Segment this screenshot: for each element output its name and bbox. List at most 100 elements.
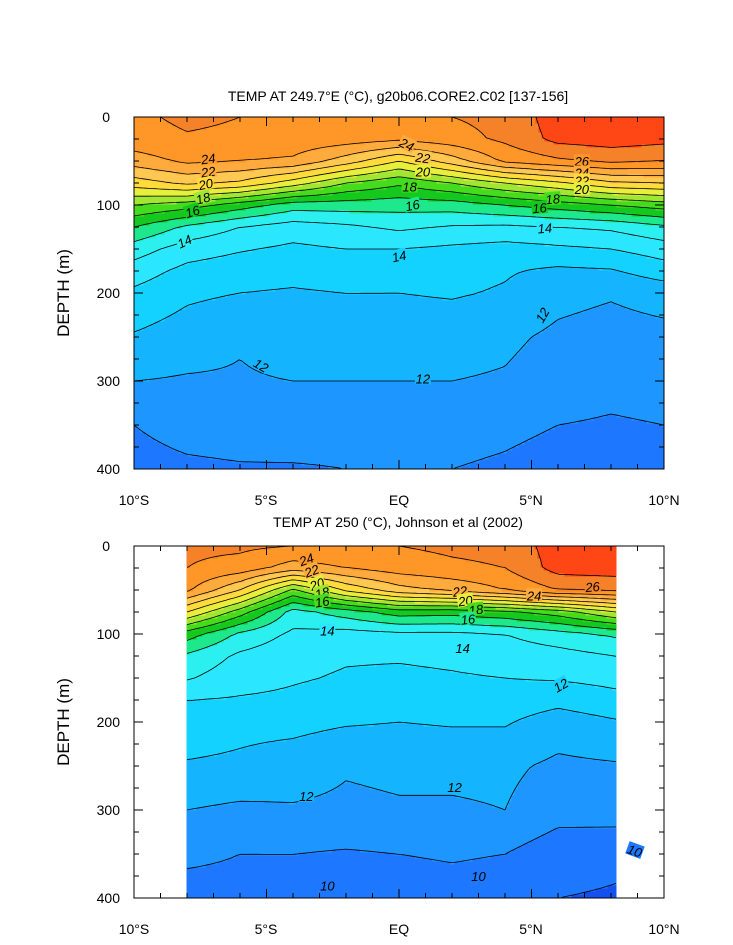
contour-label-background bbox=[403, 196, 422, 213]
contour-line-15 bbox=[134, 221, 664, 261]
contour-label-background bbox=[389, 247, 409, 264]
contour-label-background bbox=[550, 674, 571, 695]
contour-label: 10 bbox=[625, 841, 645, 861]
contour-label-background bbox=[583, 578, 601, 594]
contour-label-text: 20 bbox=[196, 175, 215, 193]
contour-label-background bbox=[532, 304, 552, 325]
contour-label-background bbox=[298, 788, 315, 802]
contour-label-text: 10 bbox=[625, 841, 644, 860]
contour-label-background bbox=[459, 611, 477, 626]
contour-band-2 bbox=[186, 752, 617, 868]
contour-label-background bbox=[414, 371, 431, 385]
contour-label-background bbox=[296, 549, 316, 568]
contour-label-text: 22 bbox=[301, 561, 321, 581]
contour-label: 16 bbox=[403, 196, 422, 214]
panel-obs-x-tick-labels: 10°S 5°S EQ 5°N 10°N bbox=[119, 921, 680, 937]
contour-label: 22 bbox=[199, 163, 217, 181]
panel-obs-y-axis-label: DEPTH (m) bbox=[54, 678, 73, 766]
y-tick-label-400: 400 bbox=[97, 461, 121, 477]
contour-label: 20 bbox=[196, 175, 215, 193]
panel-model: TEMP AT 249.7°E (°C), g20b06.CORE2.C02 [… bbox=[54, 88, 680, 508]
x-tick-label-10s: 10°S bbox=[119, 921, 150, 937]
contour-label: 14 bbox=[319, 623, 336, 639]
axis-tick-marks bbox=[133, 116, 665, 470]
contour-label-background bbox=[573, 182, 590, 196]
contour-label: 14 bbox=[454, 641, 471, 656]
contour-line-24 bbox=[186, 560, 617, 596]
contour-band-7 bbox=[134, 185, 664, 229]
contour-label-background bbox=[536, 220, 554, 235]
contour-label-text: 22 bbox=[414, 149, 432, 166]
contour-label: 16 bbox=[313, 593, 331, 611]
contour-label: 18 bbox=[193, 189, 213, 208]
x-tick-label-eq: EQ bbox=[389, 921, 409, 937]
contour-line-14 bbox=[134, 241, 664, 288]
contour-line-23 bbox=[186, 570, 617, 600]
contour-label-background bbox=[573, 154, 590, 167]
x-tick-label-10n: 10°N bbox=[648, 921, 679, 937]
x-tick-label-5n: 5°N bbox=[519, 492, 543, 508]
contour-line-14 bbox=[186, 663, 617, 702]
contour-line-10 bbox=[560, 883, 617, 898]
contour-label: 24 bbox=[526, 588, 543, 603]
contour-label: 26 bbox=[574, 154, 590, 169]
contour-label-background bbox=[526, 588, 543, 602]
contour-label-text: 18 bbox=[194, 189, 213, 207]
panel-obs-contour-fills bbox=[186, 546, 617, 898]
contour-label: 12 bbox=[550, 674, 572, 696]
contour-line-26 bbox=[535, 546, 617, 577]
panel-model-y-axis-label: DEPTH (m) bbox=[54, 249, 73, 337]
panel-obs-contour-lines bbox=[186, 546, 617, 898]
contour-label-background bbox=[530, 199, 548, 215]
contour-label: 12 bbox=[298, 788, 315, 804]
contour-label-background bbox=[174, 231, 195, 250]
contour-label: 12 bbox=[446, 780, 463, 795]
contour-label: 24 bbox=[396, 134, 418, 155]
contour-band-2 bbox=[134, 266, 664, 382]
panel-model-title: TEMP AT 249.7°E (°C), g20b06.CORE2.C02 [… bbox=[228, 88, 568, 104]
contour-band-3 bbox=[186, 707, 617, 811]
contour-label-background bbox=[625, 841, 645, 859]
contour-label-background bbox=[199, 163, 217, 179]
contour-label-background bbox=[397, 134, 418, 154]
contour-label: 14 bbox=[174, 231, 195, 251]
contour-band-17 bbox=[534, 546, 617, 577]
y-tick-label-0: 0 bbox=[102, 538, 110, 554]
y-tick-label-200: 200 bbox=[97, 714, 121, 730]
contour-label-text: 16 bbox=[532, 200, 548, 216]
contour-label-text: 14 bbox=[390, 248, 407, 266]
contour-label-background bbox=[182, 202, 202, 220]
contour-band-1 bbox=[134, 302, 664, 469]
x-tick-label-5n: 5°N bbox=[519, 921, 543, 937]
contour-label: 18 bbox=[544, 191, 561, 207]
contour-label-text: 12 bbox=[299, 789, 314, 804]
contour-label-background bbox=[313, 593, 332, 609]
contour-label: 12 bbox=[414, 371, 431, 386]
contour-label-background bbox=[454, 641, 471, 655]
contour-line-11 bbox=[186, 826, 617, 870]
panel-obs: TEMP AT 250 (°C), Johnson et al (2002) 2… bbox=[54, 514, 680, 937]
contour-label-background bbox=[401, 179, 418, 193]
contour-label-background bbox=[319, 878, 336, 892]
contour-label: 16 bbox=[182, 202, 202, 221]
contour-band-16 bbox=[535, 117, 664, 148]
contour-line-22 bbox=[134, 153, 664, 185]
y-tick-label-100: 100 bbox=[97, 197, 121, 213]
contour-line-16 bbox=[134, 210, 664, 243]
y-tick-label-300: 300 bbox=[97, 802, 121, 818]
contour-label: 18 bbox=[401, 179, 418, 195]
x-tick-label-eq: EQ bbox=[389, 492, 409, 508]
contour-line-13 bbox=[186, 708, 617, 761]
contour-band-5 bbox=[186, 629, 617, 700]
contour-label-text: 24 bbox=[526, 588, 541, 603]
contour-label-text: 16 bbox=[404, 196, 422, 214]
panel-obs-y-tick-labels: 0 100 200 300 400 bbox=[97, 538, 121, 906]
contour-label-text: 14 bbox=[537, 220, 553, 236]
panel-model-ticks bbox=[133, 116, 665, 470]
contour-label-text: 12 bbox=[447, 780, 462, 795]
contour-label: 24 bbox=[199, 150, 217, 167]
contour-label: 26 bbox=[583, 578, 601, 595]
contour-label-text: 24 bbox=[199, 150, 216, 167]
contour-label-background bbox=[544, 191, 562, 206]
